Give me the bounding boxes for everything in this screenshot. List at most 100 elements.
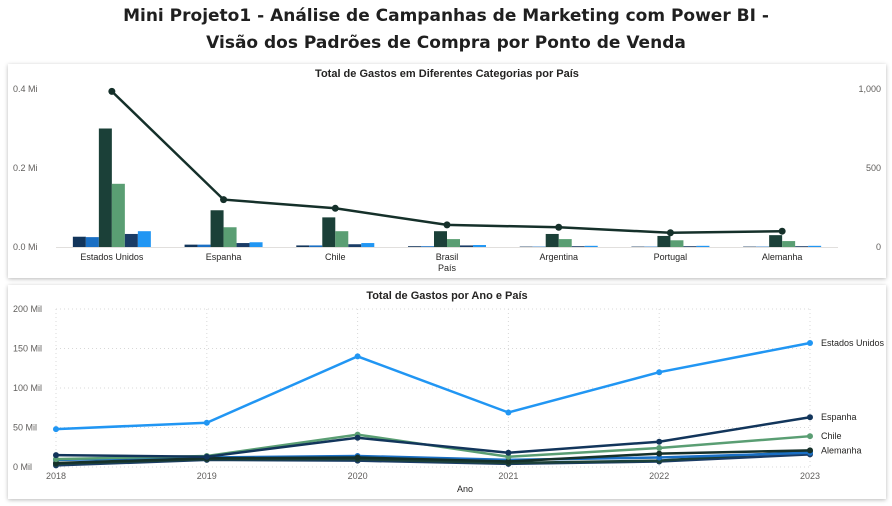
- x-tick-label: 2021: [498, 471, 518, 481]
- page-title-line1: Mini Projeto1 - Análise de Campanhas de …: [123, 6, 769, 26]
- x-tick-label: Estados Unidos: [80, 252, 144, 262]
- x-tick-label: 2018: [46, 471, 66, 481]
- series-point: [354, 353, 361, 360]
- y-tick-label: 150 Mil: [13, 344, 42, 354]
- series-end-label: Estados Unidos: [821, 338, 885, 348]
- bar: [124, 233, 138, 247]
- y-tick-label: 0.2 Mi: [13, 163, 38, 173]
- series-line: [55, 415, 811, 458]
- line-point: [778, 227, 786, 235]
- line-point: [666, 229, 674, 237]
- bar: [184, 244, 198, 247]
- y-tick-label: 100 Mil: [13, 383, 42, 393]
- bar: [223, 227, 237, 247]
- line-point: [443, 221, 451, 229]
- x-tick-label: 2023: [800, 471, 820, 481]
- chart-title: Total de Gastos por Ano e País: [366, 290, 527, 302]
- series-point: [505, 458, 512, 465]
- bar: [210, 210, 224, 247]
- series-point: [53, 426, 59, 433]
- chart-title: Total de Gastos em Diferentes Categorias…: [315, 68, 579, 80]
- bar: [460, 245, 473, 247]
- bar: [408, 246, 421, 248]
- series-point: [505, 449, 512, 456]
- bar: [670, 240, 684, 247]
- line-chart-panel: Total de Gastos por Ano e País 0 Mil 50 Mi…: [8, 285, 886, 499]
- series-point: [53, 452, 59, 459]
- line-point: [555, 223, 563, 231]
- x-tick-label: Portugal: [654, 252, 688, 262]
- x-tick-label: 2022: [649, 471, 669, 481]
- series-point: [807, 433, 813, 440]
- bar: [335, 231, 349, 247]
- bar: [85, 237, 99, 247]
- series-point: [354, 454, 361, 461]
- bar: [657, 235, 671, 247]
- x-tick-label: Argentina: [539, 252, 578, 262]
- bar: [769, 235, 783, 247]
- bar: [98, 128, 112, 247]
- series-point: [505, 409, 512, 416]
- x-tick-label: Chile: [325, 252, 346, 262]
- y2-tick-label: 500: [866, 163, 881, 173]
- bar: [584, 245, 598, 247]
- bar: [72, 236, 86, 247]
- bar: [808, 245, 822, 247]
- y-tick-label: 50 Mil: [13, 423, 37, 433]
- bar: [197, 244, 211, 247]
- bar: [421, 246, 434, 248]
- bar: [249, 242, 263, 247]
- bar: [111, 183, 125, 247]
- bar: [795, 246, 809, 248]
- y-tick-label: 0.0 Mi: [13, 242, 38, 252]
- series-point: [807, 339, 813, 346]
- series-end-label: Alemanha: [821, 445, 862, 455]
- series-point: [203, 419, 210, 426]
- bar: [309, 245, 323, 247]
- page-title-line2: Visão dos Padrões de Compra por Ponto de…: [206, 33, 686, 53]
- bar-chart-panel: Total de Gastos em Diferentes Categorias…: [8, 64, 886, 278]
- bar: [236, 243, 250, 247]
- x-axis-title: Ano: [457, 484, 473, 494]
- y-tick-label: 0.4 Mi: [13, 84, 38, 94]
- bar: [137, 231, 151, 247]
- bar-chart: Total de Gastos em Diferentes Categorias…: [13, 68, 881, 273]
- bar: [348, 244, 362, 247]
- series-end-label: Espanha: [821, 412, 857, 422]
- line-point: [331, 204, 339, 212]
- series-point: [807, 414, 813, 421]
- page-title: Mini Projeto1 - Análise de Campanhas de …: [0, 3, 892, 57]
- bar: [473, 245, 486, 247]
- series-line: [55, 341, 811, 431]
- x-axis-title: País: [438, 263, 457, 273]
- x-tick-label: 2019: [197, 471, 217, 481]
- series-point: [656, 445, 663, 452]
- bar: [322, 217, 336, 247]
- y-tick-label: 200 Mil: [13, 304, 42, 314]
- bar: [571, 246, 585, 248]
- series-point: [354, 434, 361, 441]
- line-chart: Total de Gastos por Ano e País 0 Mil 50 Mi…: [13, 290, 885, 494]
- bar: [782, 241, 796, 247]
- bar: [558, 239, 572, 247]
- x-tick-label: Espanha: [206, 252, 242, 262]
- bar: [545, 233, 559, 247]
- y2-tick-label: 0: [876, 242, 881, 252]
- series-point: [656, 450, 663, 457]
- bar: [361, 243, 375, 247]
- bar: [447, 239, 460, 247]
- line-point: [108, 87, 116, 95]
- series-point: [656, 438, 663, 445]
- series-point: [656, 369, 663, 376]
- series-point: [203, 453, 210, 460]
- bar: [683, 246, 697, 248]
- series-end-label: Chile: [821, 431, 842, 441]
- x-tick-label: Brasil: [436, 252, 459, 262]
- x-tick-label: Alemanha: [762, 252, 803, 262]
- y-tick-label: 0 Mil: [13, 462, 32, 472]
- line-point: [220, 196, 228, 204]
- y2-tick-label: 1,000: [858, 84, 881, 94]
- bar: [296, 245, 310, 247]
- series-point: [807, 447, 813, 454]
- series-line: [55, 449, 811, 465]
